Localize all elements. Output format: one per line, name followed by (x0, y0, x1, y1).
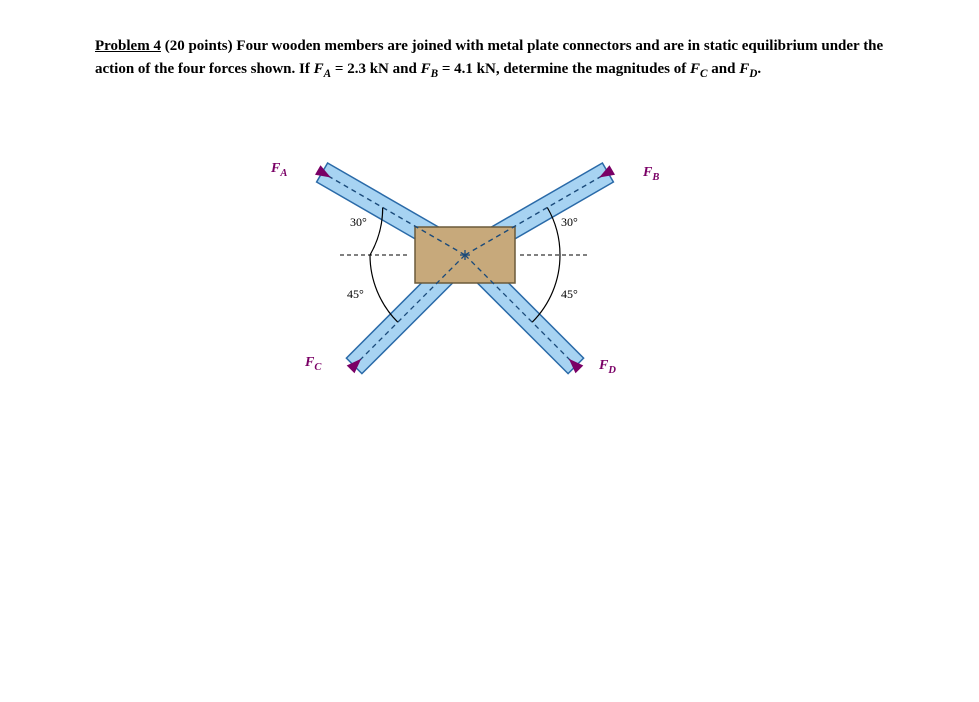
and2: and (708, 61, 740, 77)
fb-letter: F (643, 165, 652, 180)
eq1: = 2.3 kN (331, 61, 389, 77)
label-fc: FC (305, 355, 321, 373)
fd-letter: F (599, 358, 608, 373)
eq2: = 4.1 kN (438, 61, 496, 77)
fb-sym: F (421, 61, 431, 77)
fc-letter-sub: C (314, 362, 321, 373)
fb-letter-sub: B (652, 172, 659, 183)
diagram: FA FB FC FD 30° 30° 45° 45° (265, 155, 665, 390)
fc-letter: F (305, 355, 314, 370)
fa-letter-sub: A (280, 168, 287, 179)
fa-letter: F (271, 161, 280, 176)
fd-sym: F (739, 61, 749, 77)
label-fd: FD (599, 358, 616, 376)
label-fb: FB (643, 165, 659, 183)
points-text: (20 points) (165, 38, 233, 54)
fa-sym: F (314, 61, 324, 77)
fd-letter-sub: D (608, 365, 616, 376)
angle-top-left: 30° (350, 215, 367, 230)
angle-bot-left: 45° (347, 287, 364, 302)
angle-top-right: 30° (561, 215, 578, 230)
fc-sym: F (690, 61, 700, 77)
problem-statement: Problem 4 (20 points) Four wooden member… (95, 35, 895, 82)
angle-bot-right: 45° (561, 287, 578, 302)
and: and (389, 61, 421, 77)
problem-heading: Problem 4 (95, 38, 161, 54)
label-fa: FA (271, 161, 287, 179)
period: . (757, 61, 761, 77)
diagram-svg (265, 155, 665, 390)
body-2: , determine the magnitudes of (496, 61, 690, 77)
fb-sub: B (431, 68, 439, 80)
fa-sub: A (324, 68, 332, 80)
fc-sub: C (700, 68, 708, 80)
